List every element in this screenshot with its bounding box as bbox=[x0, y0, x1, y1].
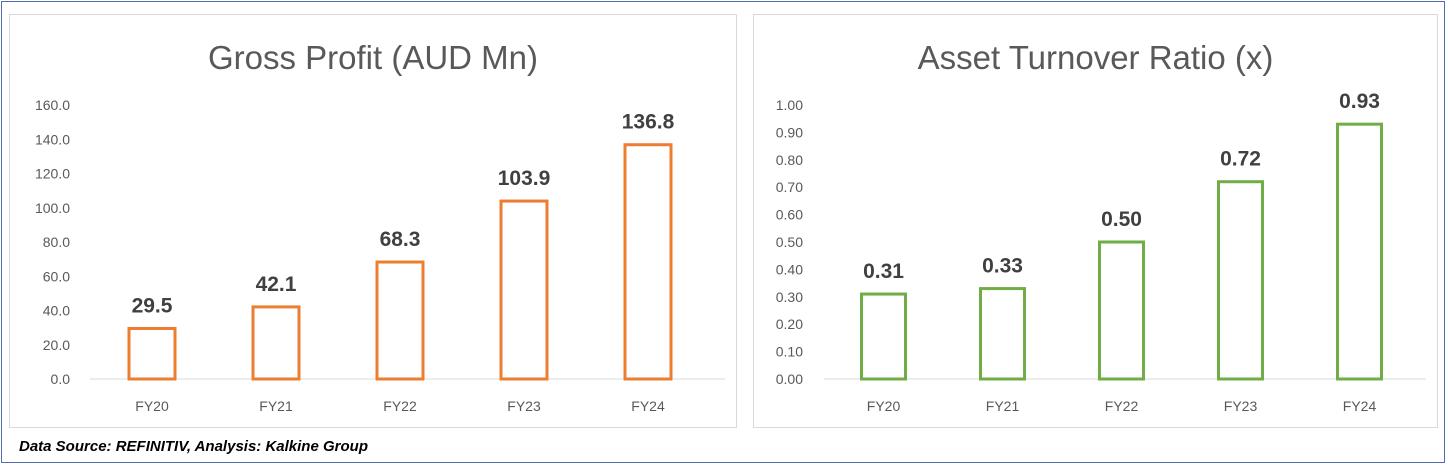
y-tick-label: 0.60 bbox=[776, 207, 803, 223]
chart-title: Asset Turnover Ratio (x) bbox=[917, 39, 1274, 76]
y-tick-label: 0.30 bbox=[776, 289, 803, 305]
gross-profit-plot: 0.0 20.0 40.0 60.0 80.0 100.0 120.0 140.0 160.0 2… bbox=[35, 97, 725, 414]
data-label: 103.9 bbox=[498, 167, 551, 190]
y-tick-label: 60.0 bbox=[43, 268, 70, 284]
y-tick-label: 40.0 bbox=[43, 303, 70, 319]
data-label: 136.8 bbox=[622, 111, 675, 134]
y-tick-label: 0.00 bbox=[776, 371, 803, 387]
y-tick-label: 1.00 bbox=[776, 97, 803, 113]
y-tick-label: 0.80 bbox=[776, 152, 803, 168]
x-tick-label: FY20 bbox=[135, 398, 169, 414]
bar bbox=[860, 292, 907, 381]
bar bbox=[375, 260, 425, 381]
asset-turnover-plot: 0.00 0.10 0.20 0.30 0.40 0.50 0.60 0.70 0.80 0.90… bbox=[776, 90, 1426, 414]
y-tick-label: 0.70 bbox=[776, 179, 803, 195]
source-note: Data Source: REFINITIV, Analysis: Kalkin… bbox=[19, 438, 368, 455]
bar bbox=[1098, 240, 1145, 381]
y-tick-label: 160.0 bbox=[35, 97, 70, 113]
bar bbox=[623, 143, 673, 381]
y-tick-label: 0.90 bbox=[776, 124, 803, 140]
gross-profit-chart: Gross Profit (AUD Mn) 0.0 20.0 40.0 60.0 80.… bbox=[9, 14, 737, 428]
x-tick-label: FY24 bbox=[1343, 398, 1377, 414]
x-tick-label: FY21 bbox=[986, 398, 1020, 414]
bar bbox=[1217, 180, 1264, 381]
y-tick-label: 120.0 bbox=[35, 166, 70, 182]
data-label: 0.72 bbox=[1220, 148, 1261, 171]
y-tick-label: 0.40 bbox=[776, 261, 803, 277]
x-tick-label: FY24 bbox=[631, 398, 665, 414]
y-tick-label: 20.0 bbox=[43, 337, 70, 353]
data-label: 0.33 bbox=[982, 255, 1023, 278]
data-label: 68.3 bbox=[380, 228, 421, 251]
bar bbox=[127, 326, 177, 381]
asset-turnover-chart: Asset Turnover Ratio (x) 0.00 0.10 0.20 0.3… bbox=[753, 14, 1438, 428]
x-tick-label: FY20 bbox=[867, 398, 901, 414]
y-tick-label: 140.0 bbox=[35, 131, 70, 147]
chart-title: Gross Profit (AUD Mn) bbox=[207, 39, 539, 76]
data-label: 0.31 bbox=[863, 260, 904, 283]
y-tick-label: 80.0 bbox=[43, 234, 70, 250]
data-label: 0.93 bbox=[1339, 90, 1380, 113]
y-tick-label: 0.10 bbox=[776, 344, 803, 360]
bar bbox=[251, 305, 301, 381]
y-tick-label: 0.20 bbox=[776, 316, 803, 332]
bar bbox=[1336, 122, 1383, 381]
data-label: 42.1 bbox=[256, 273, 297, 296]
bar bbox=[499, 199, 549, 381]
data-label: 0.50 bbox=[1101, 208, 1142, 231]
x-tick-label: FY23 bbox=[1224, 398, 1258, 414]
y-tick-label: 0.50 bbox=[776, 234, 803, 250]
x-tick-label: FY23 bbox=[507, 398, 541, 414]
y-tick-label: 100.0 bbox=[35, 200, 70, 216]
y-tick-label: 0.0 bbox=[51, 371, 71, 387]
x-tick-label: FY22 bbox=[383, 398, 417, 414]
data-label: 29.5 bbox=[132, 294, 173, 317]
x-tick-label: FY22 bbox=[1105, 398, 1139, 414]
bar bbox=[979, 287, 1026, 381]
x-tick-label: FY21 bbox=[259, 398, 293, 414]
